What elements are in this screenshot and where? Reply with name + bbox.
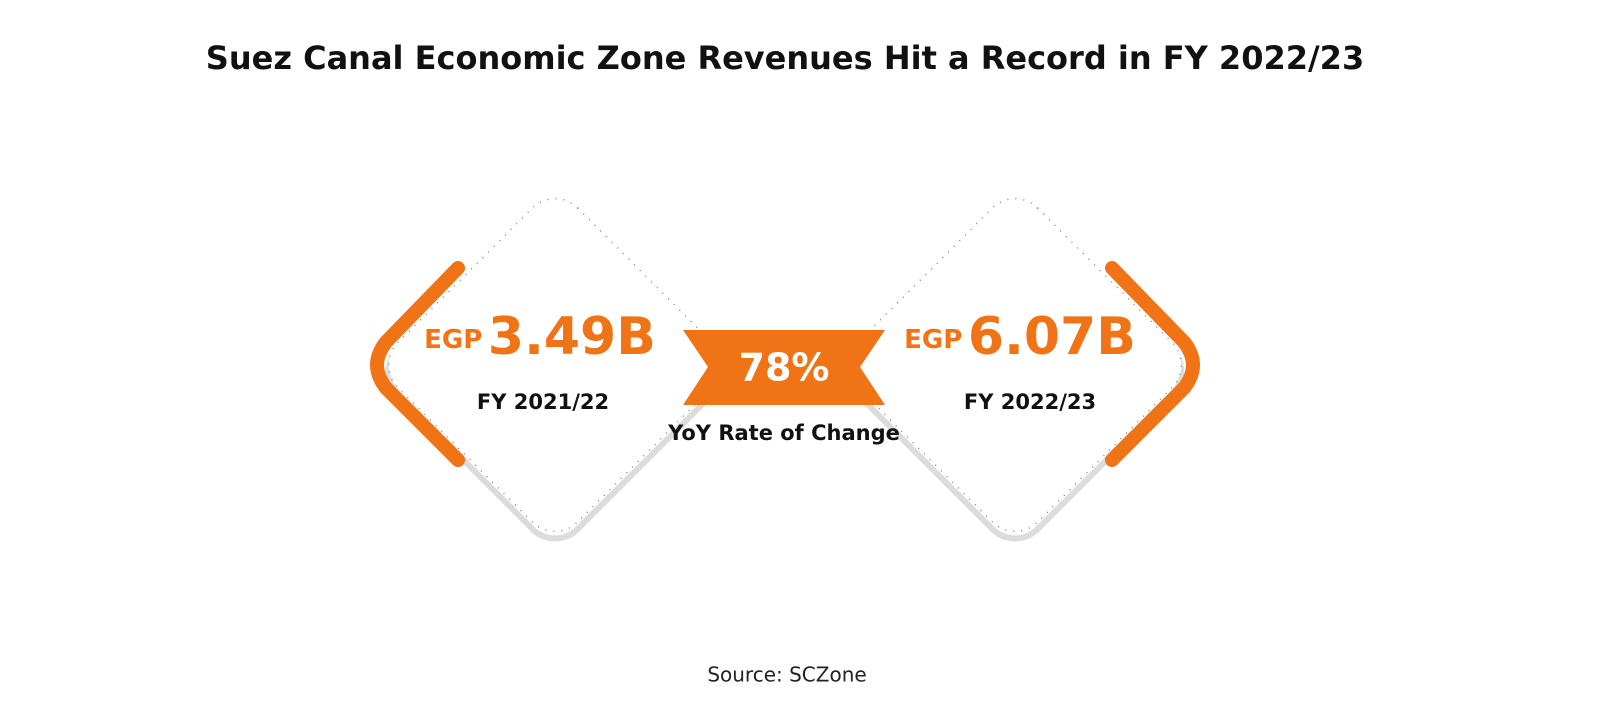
amount: 3.49B — [488, 307, 656, 367]
card-shape — [847, 197, 1183, 533]
amount: 6.07B — [968, 307, 1136, 367]
left-accent — [370, 261, 465, 467]
title: Suez Canal Economic Zone Revenues Hit a … — [206, 39, 1364, 77]
currency: EGP — [904, 325, 962, 355]
change-value: 78% — [739, 346, 830, 390]
ribbon — [683, 330, 885, 405]
right-accent — [1105, 261, 1200, 467]
right-period: FY 2022/23 — [964, 390, 1096, 414]
left-amount: EGP 3.49B — [424, 307, 656, 367]
change-label: YoY Rate of Change — [667, 421, 900, 445]
source: Source: SCZone — [707, 663, 866, 687]
right-amount: EGP 6.07B — [904, 307, 1136, 367]
left-card — [387, 197, 723, 533]
left-period: FY 2021/22 — [477, 390, 609, 414]
card-shape — [387, 197, 723, 533]
right-card — [847, 197, 1183, 533]
currency: EGP — [424, 325, 482, 355]
